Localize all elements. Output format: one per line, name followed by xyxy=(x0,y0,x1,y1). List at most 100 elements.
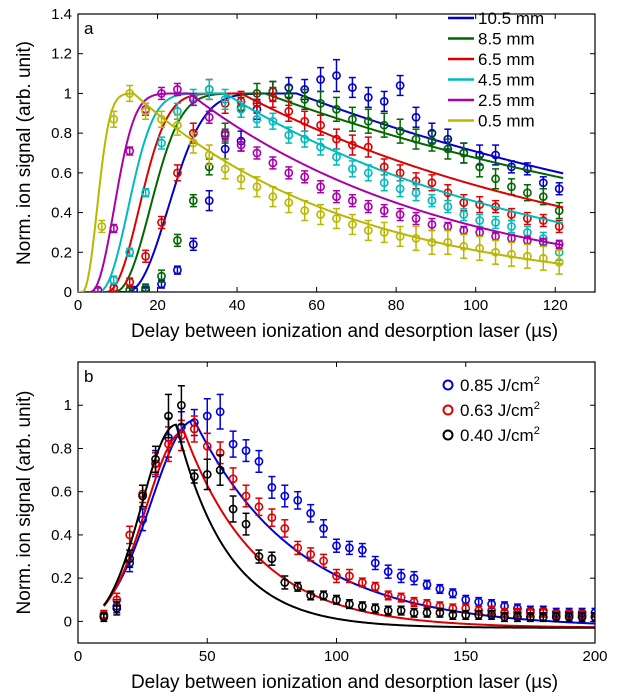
data-point xyxy=(252,182,262,192)
data-point xyxy=(157,271,166,281)
data-point xyxy=(268,93,278,102)
data-point xyxy=(383,567,393,577)
data-point xyxy=(332,134,341,144)
data-point xyxy=(293,543,303,553)
x-tick-label: 100 xyxy=(324,648,349,665)
data-point xyxy=(370,582,380,592)
data-point xyxy=(332,541,341,551)
data-point xyxy=(173,235,182,245)
data-point xyxy=(319,591,328,600)
data-point xyxy=(513,612,522,622)
data-point xyxy=(370,604,380,613)
data-point xyxy=(383,591,393,600)
fit-line xyxy=(103,419,595,625)
data-point xyxy=(507,222,516,231)
data-point xyxy=(125,277,135,287)
data-point xyxy=(427,220,437,229)
data-point xyxy=(280,491,290,501)
chart-panel-a: 0 20 40 60 80 100 120 0 0.2 0.4 0.6 0.8 1 1.2 1.4 Delay… xyxy=(14,6,596,342)
data-point xyxy=(220,144,230,154)
data-point xyxy=(590,612,595,622)
data-point xyxy=(348,164,357,174)
data-point xyxy=(577,612,587,622)
data-point xyxy=(379,96,389,106)
data-point xyxy=(379,120,389,130)
series-0-5-mm xyxy=(78,84,564,292)
data-point xyxy=(522,251,532,261)
data-point xyxy=(348,196,357,206)
data-point xyxy=(151,454,160,464)
data-point xyxy=(293,495,303,505)
data-point xyxy=(411,214,421,223)
legend-label: 0.5 mm xyxy=(478,112,535,131)
y-tick-label: 0.8 xyxy=(51,440,72,457)
data-point xyxy=(538,192,548,202)
data-point xyxy=(268,158,278,168)
legend-marker xyxy=(442,429,454,441)
data-point xyxy=(254,502,264,512)
data-point xyxy=(241,519,251,529)
data-point xyxy=(395,210,405,219)
data-point xyxy=(409,608,419,618)
data-point xyxy=(332,214,341,223)
data-point xyxy=(141,283,151,292)
y-tick-label: 0.2 xyxy=(51,244,72,261)
data-point xyxy=(475,162,485,172)
data-point xyxy=(538,178,548,188)
data-point xyxy=(125,89,135,98)
data-point xyxy=(411,188,421,198)
data-point xyxy=(500,612,509,622)
data-point xyxy=(316,182,325,192)
legend-marker xyxy=(442,404,454,416)
data-point xyxy=(189,424,199,434)
data-point xyxy=(551,612,561,622)
data-point xyxy=(348,83,357,92)
data-point xyxy=(590,608,595,618)
chart-panel-b: 0 50 100 150 200 0 0.2 0.4 0.6 0.8 1 Delay between … xyxy=(14,361,608,693)
data-point xyxy=(173,265,182,275)
data-point xyxy=(138,491,148,501)
data-point xyxy=(254,457,264,466)
series-0-40-j-cm xyxy=(99,385,595,629)
data-point xyxy=(141,251,151,261)
data-point xyxy=(554,257,564,267)
data-point xyxy=(459,148,469,158)
data-point xyxy=(293,582,303,592)
data-point xyxy=(554,184,564,194)
data-point xyxy=(459,210,469,219)
x-axis-label: Delay between ionization and desorption … xyxy=(131,672,558,693)
data-point xyxy=(99,612,109,622)
data-point xyxy=(306,549,316,559)
data-point xyxy=(157,218,166,227)
data-point xyxy=(267,554,277,564)
data-point xyxy=(284,198,294,208)
data-point xyxy=(396,571,406,581)
data-point xyxy=(409,597,419,607)
data-point xyxy=(332,104,341,114)
fit-line xyxy=(103,430,595,629)
data-point xyxy=(176,400,186,410)
data-point xyxy=(202,411,212,421)
data-point xyxy=(475,216,485,225)
data-point xyxy=(345,543,354,553)
x-tick-label: 0 xyxy=(74,297,82,314)
data-point xyxy=(188,94,198,104)
data-point xyxy=(141,188,151,198)
data-point xyxy=(157,89,166,98)
data-point xyxy=(507,249,516,259)
y-tick-label: 1.2 xyxy=(51,46,72,63)
data-point xyxy=(396,593,406,603)
legend-label: 10.5 mm xyxy=(478,9,544,28)
data-point xyxy=(215,407,225,417)
data-point xyxy=(348,220,357,229)
data-point xyxy=(363,168,373,178)
y-tick-label: 0.4 xyxy=(51,205,72,222)
data-point xyxy=(363,142,373,152)
data-point xyxy=(109,114,119,124)
data-point xyxy=(267,482,277,492)
data-point xyxy=(254,552,264,561)
series-4-5-mm xyxy=(78,78,564,292)
data-point xyxy=(383,606,393,615)
data-point xyxy=(564,612,574,622)
data-point xyxy=(300,94,310,104)
